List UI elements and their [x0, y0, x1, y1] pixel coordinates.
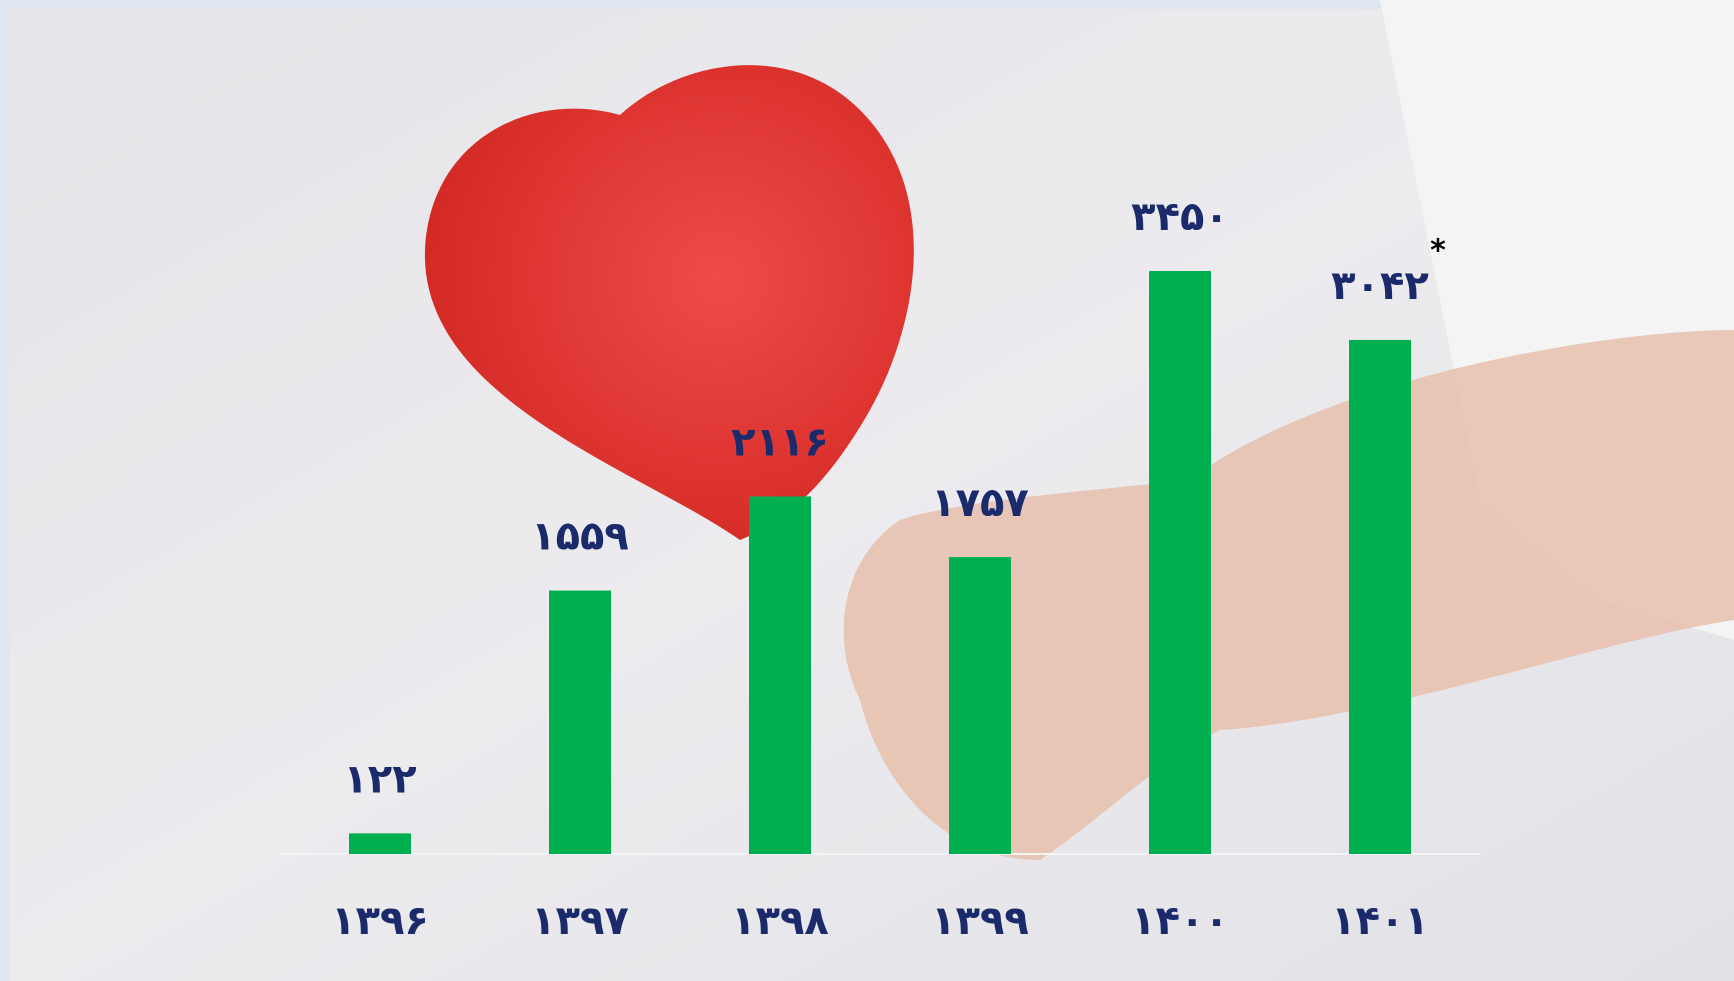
x-tick-label: ۱۴۰۱: [1331, 898, 1429, 944]
x-tick-label: ۱۳۹۶: [331, 898, 429, 944]
bar: [949, 557, 1011, 854]
bar: [1149, 271, 1211, 854]
value-label: ۳۴۵۰: [1131, 194, 1229, 240]
value-label: ۱۵۵۹: [531, 514, 629, 560]
bar: [349, 833, 411, 854]
value-label: ۳۰۴۲: [1331, 263, 1429, 309]
page: * ۱۲۲ ۱۳۹۶ ۱۵۵۹ ۱۳۹۷ ۲۱۱۶ ۱۳۹۸ ۱۷۵۷ ۱۳۹۹ ۳۴۵۰ ۱۴۰…: [0, 0, 1734, 981]
value-label: ۲۱۱۶: [731, 419, 829, 465]
x-tick-label: ۱۳۹۸: [731, 898, 829, 944]
chart: * ۱۲۲ ۱۳۹۶ ۱۵۵۹ ۱۳۹۷ ۲۱۱۶ ۱۳۹۸ ۱۷۵۷ ۱۳۹۹ ۳۴۵۰ ۱۴۰…: [0, 0, 1734, 981]
bar: [1349, 340, 1411, 854]
value-label: ۱۲۲: [343, 756, 416, 802]
annotation: *: [1430, 234, 1446, 269]
bar: [749, 496, 811, 854]
value-label: ۱۷۵۷: [931, 480, 1029, 526]
x-tick-label: ۱۳۹۷: [531, 898, 629, 944]
x-tick-label: ۱۳۹۹: [931, 898, 1029, 944]
bar: [549, 591, 611, 854]
x-tick-label: ۱۴۰۰: [1131, 898, 1229, 944]
